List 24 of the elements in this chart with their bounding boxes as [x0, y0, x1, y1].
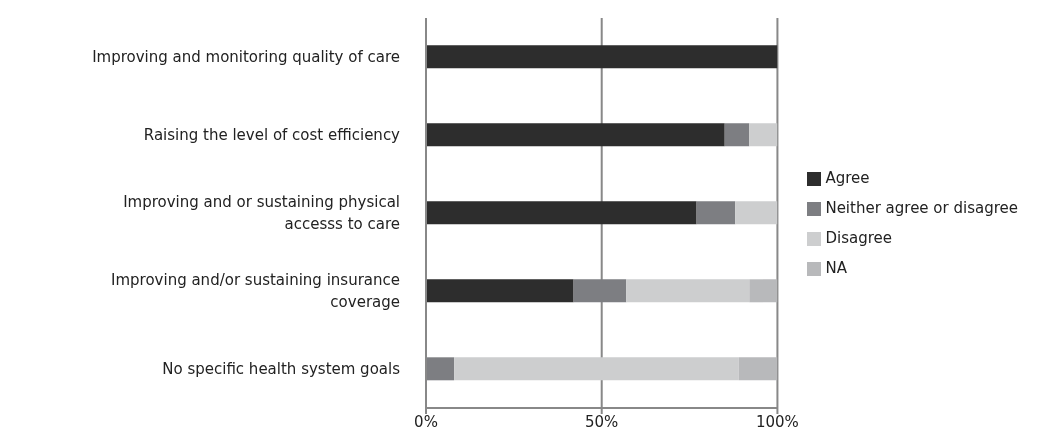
bar — [735, 201, 778, 225]
legend-label: Neither agree or disagree — [825, 199, 1018, 217]
y-tick-label: Improving and monitoring quality of care — [92, 48, 400, 66]
x-tick-label: 50% — [585, 412, 619, 431]
x-tick-label: 100% — [755, 412, 799, 431]
bar — [749, 279, 778, 303]
y-tick-label: Improving and or sustaining physical accesss to care — [123, 193, 400, 233]
bar — [696, 201, 736, 225]
bar — [426, 201, 697, 225]
bar — [426, 279, 574, 303]
y-tick-label: Improving and/or sustaining insurance coverage — [111, 271, 400, 311]
bar — [426, 123, 725, 147]
bar — [454, 357, 739, 381]
legend-label: Agree — [825, 169, 870, 187]
x-tick-label: 0% — [414, 412, 438, 431]
y-tick-label: Raising the level of cost efficiency — [143, 126, 401, 144]
bar — [738, 357, 778, 381]
bar — [724, 123, 750, 147]
y-tick-label: No specific health system goals — [162, 360, 401, 378]
legend-label: Disagree — [825, 229, 892, 247]
bar — [426, 45, 778, 69]
legend-label: NA — [825, 259, 847, 277]
bar — [749, 123, 778, 147]
bar — [626, 279, 750, 303]
